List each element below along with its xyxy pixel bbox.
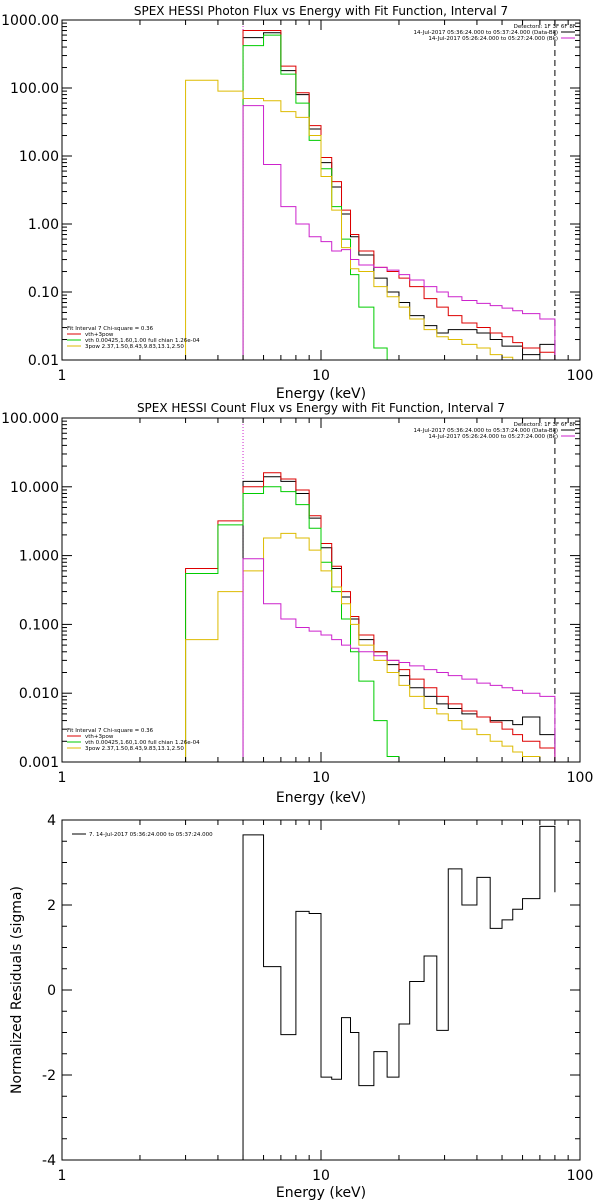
count-flux-series-vth-3pow <box>185 472 556 762</box>
count-flux-xtick-label: 1 <box>58 770 67 786</box>
photon-flux-fit-entry: vth+3pow <box>85 332 114 338</box>
residuals-ylabel: Normalized Residuals (sigma) <box>9 886 25 1094</box>
count-flux-panel: SPEX HESSI Count Flux vs Energy with Fit… <box>1 401 593 806</box>
count-flux-xtick-label: 100 <box>567 770 594 786</box>
photon-flux-legend-fit: Fit Interval 7 Chi-square = 0.36vth+3pow… <box>67 326 200 350</box>
residuals-xlabel: Energy (keV) <box>276 1185 366 1200</box>
photon-flux-fit-entry: 3pow 2.37,1.50,8.43,9.83,13.1,2.50 <box>85 344 184 350</box>
residuals-xtick-label: 10 <box>312 1168 330 1184</box>
photon-flux-xtick-label: 100 <box>567 368 594 384</box>
count-flux-xlabel: Energy (keV) <box>276 790 366 806</box>
residuals-ytick-label: -2 <box>42 1068 56 1084</box>
photon-flux-xtick-label: 10 <box>312 368 330 384</box>
photon-flux-series-3pow <box>185 79 555 361</box>
count-flux-fit-entry: vth+3pow <box>85 734 114 740</box>
photon-flux-title: SPEX HESSI Photon Flux vs Energy with Fi… <box>134 4 508 18</box>
count-flux-plot-frame <box>61 417 581 763</box>
photon-flux-series-bk <box>242 105 556 360</box>
residuals-series-7-14-jul-2017-05-36-24-000-to-05-37-24-000 <box>242 825 556 1160</box>
residuals-xtick-label: 1 <box>58 1168 67 1184</box>
residuals-ytick-label: 4 <box>47 813 56 829</box>
count-flux-legend-entry: 14-Jul-2017 05:36:24.000 to 05:37:24.000… <box>414 428 559 434</box>
count-flux-title: SPEX HESSI Count Flux vs Energy with Fit… <box>137 401 505 415</box>
photon-flux-ytick-label: 0.01 <box>28 353 59 369</box>
count-flux-series-3pow <box>185 532 555 763</box>
count-flux-ytick-label: 0.001 <box>19 755 59 771</box>
count-flux-legend-header: Detectors: 1F 3F 6F 8F <box>514 422 576 428</box>
photon-flux-ytick-label: 0.10 <box>28 285 59 301</box>
photon-flux-legend-header: Detectors: 1F 3F 6F 8F <box>514 24 576 30</box>
photon-flux-ytick-label: 1.00 <box>28 217 59 233</box>
count-flux-ytick-label: 10.000 <box>10 480 59 496</box>
photon-flux-panel: SPEX HESSI Photon Flux vs Energy with Fi… <box>1 4 593 402</box>
residuals-legend: 7. 14-Jul-2017 05:36:24.000 to 05:37:24.… <box>72 832 213 838</box>
count-flux-fit-entry: vth 0.00425,1.60,1.00 full chian 1.26e-0… <box>85 740 200 746</box>
count-flux-ytick-label: 0.100 <box>19 617 59 633</box>
count-flux-legend-fit: Fit Interval 7 Chi-square = 0.36vth+3pow… <box>67 728 200 752</box>
photon-flux-series-vth-3pow <box>242 30 556 360</box>
count-flux-ytick-label: 0.010 <box>19 686 59 702</box>
residuals-ytick-label: -4 <box>42 1153 56 1169</box>
count-flux-legend-entry: 14-Jul-2017 05:26:24.000 to 05:27:24.000… <box>428 434 558 440</box>
photon-flux-xtick-label: 1 <box>58 368 67 384</box>
photon-flux-xlabel: Energy (keV) <box>276 386 366 402</box>
residuals-ytick-label: 2 <box>47 898 56 914</box>
count-flux-series-bk <box>242 558 556 762</box>
photon-flux-series-data-bk <box>242 32 556 360</box>
photon-flux-legend-entry: 14-Jul-2017 05:36:24.000 to 05:37:24.000… <box>414 30 559 36</box>
count-flux-xtick-label: 10 <box>312 770 330 786</box>
residuals-xtick-label: 100 <box>567 1168 594 1184</box>
photon-flux-ytick-label: 1000.00 <box>1 13 59 29</box>
count-flux-ytick-label: 100.000 <box>1 411 59 427</box>
count-flux-fit-header: Fit Interval 7 Chi-square = 0.36 <box>67 728 154 734</box>
count-flux-ytick-label: 1.000 <box>19 549 59 565</box>
count-flux-series-vth <box>185 486 400 762</box>
photon-flux-legend-entry: 14-Jul-2017 05:26:24.000 to 05:27:24.000… <box>428 36 558 42</box>
photon-flux-fit-entry: vth 0.00425,1.60,1.00 full chian 1.26e-0… <box>85 338 200 344</box>
photon-flux-ytick-label: 100.00 <box>10 81 59 97</box>
photon-flux-ytick-label: 10.00 <box>19 149 59 165</box>
photon-flux-series-vth <box>242 34 399 361</box>
photon-flux-fit-header: Fit Interval 7 Chi-square = 0.36 <box>67 326 154 332</box>
photon-flux-plot-frame <box>61 19 581 361</box>
count-flux-fit-entry: 3pow 2.37,1.50,8.43,9.83,13.1,2.50 <box>85 746 184 752</box>
residuals-panel: 1 10 100 -4 -2 0 2 4 Energy (keV) Normalized Re… <box>9 813 593 1200</box>
residuals-legend-entry: 7. 14-Jul-2017 05:36:24.000 to 05:37:24.… <box>89 832 213 838</box>
residuals-ytick-label: 0 <box>47 983 56 999</box>
